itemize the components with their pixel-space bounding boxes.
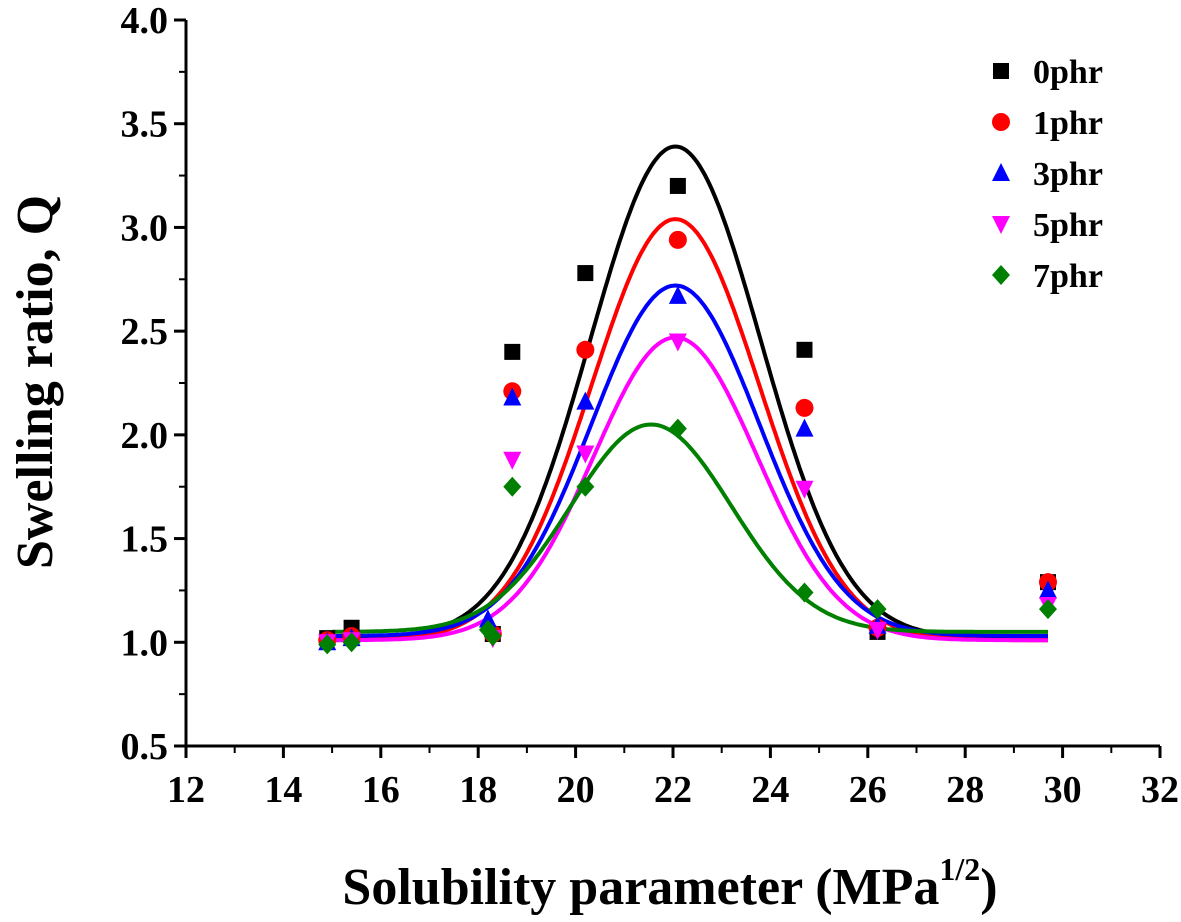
data-points (318, 177, 1057, 655)
x-tick-label: 26 (849, 769, 887, 811)
data-point-5phr (503, 451, 522, 470)
data-point-7phr (1038, 599, 1057, 620)
data-point-0phr (577, 265, 594, 282)
legend-label-7phr: 7phr (1033, 258, 1103, 295)
x-tick-label: 16 (362, 769, 400, 811)
data-point-3phr (478, 609, 497, 628)
x-tick-label: 28 (946, 769, 984, 811)
legend: 0phr 1phr 3phr 5phr 7phr (992, 54, 1103, 295)
y-tick-label: 1.0 (121, 622, 169, 664)
data-point-0phr (669, 177, 686, 194)
data-point-3phr (795, 418, 814, 437)
data-point-5phr (868, 621, 887, 640)
x-tick-label: 14 (264, 769, 302, 811)
data-point-5phr (576, 445, 595, 464)
data-point-3phr (576, 391, 595, 410)
legend-marker-1phr (992, 113, 1010, 131)
data-point-7phr (318, 634, 337, 655)
y-tick-label: 1.5 (121, 519, 169, 561)
x-tick-label: 32 (1141, 769, 1179, 811)
y-axis-title: Swelling ratio, Q (7, 195, 64, 569)
data-point-0phr (796, 341, 813, 358)
axes: 12 14 16 18 20 22 24 26 28 30 32 0.5 1.0 1.5 2.0 2.5 3.0… (121, 0, 1180, 811)
data-point-7phr (483, 626, 502, 647)
legend-marker-3phr (992, 163, 1010, 181)
data-point-3phr (503, 387, 522, 406)
data-point-1phr (576, 340, 595, 359)
legend-label-1phr: 1phr (1033, 105, 1103, 142)
fit-curve-7phr (332, 422, 1048, 634)
x-tick-label: 24 (751, 769, 789, 811)
legend-marker-0phr (993, 63, 1009, 79)
data-point-0phr (504, 343, 521, 360)
legend-marker-7phr (992, 265, 1010, 285)
data-point-7phr (795, 582, 814, 603)
data-point-7phr (576, 476, 595, 497)
legend-marker-5phr (992, 216, 1010, 234)
fit-curves (332, 144, 1048, 643)
data-point-5phr (668, 333, 687, 352)
data-point-7phr (503, 476, 522, 497)
y-tick-label: 3.0 (121, 207, 169, 249)
y-tick-label: 4.0 (121, 0, 169, 42)
legend-label-5phr: 5phr (1033, 207, 1103, 244)
legend-label-3phr: 3phr (1033, 156, 1103, 193)
data-point-5phr (795, 480, 814, 499)
x-axis-title: Solubility parameter (MPa1/2) (342, 851, 997, 916)
data-point-3phr (1038, 580, 1057, 599)
legend-label-0phr: 0phr (1033, 54, 1103, 91)
data-point-7phr (668, 418, 687, 439)
data-point-7phr (868, 599, 887, 620)
data-point-1phr (668, 230, 687, 249)
data-point-1phr (795, 398, 814, 417)
y-tick-label: 2.5 (121, 311, 169, 353)
y-tick-label: 0.5 (121, 726, 169, 768)
x-tick-label: 22 (654, 769, 692, 811)
y-tick-label: 2.0 (121, 415, 169, 457)
x-tick-label: 20 (557, 769, 595, 811)
x-tick-label: 30 (1044, 769, 1082, 811)
x-tick-label: 18 (459, 769, 497, 811)
x-tick-label: 12 (167, 769, 205, 811)
fit-curve-5phr (332, 335, 1048, 643)
y-tick-label: 3.5 (121, 104, 169, 146)
data-point-7phr (342, 632, 361, 653)
data-point-3phr (668, 285, 687, 304)
